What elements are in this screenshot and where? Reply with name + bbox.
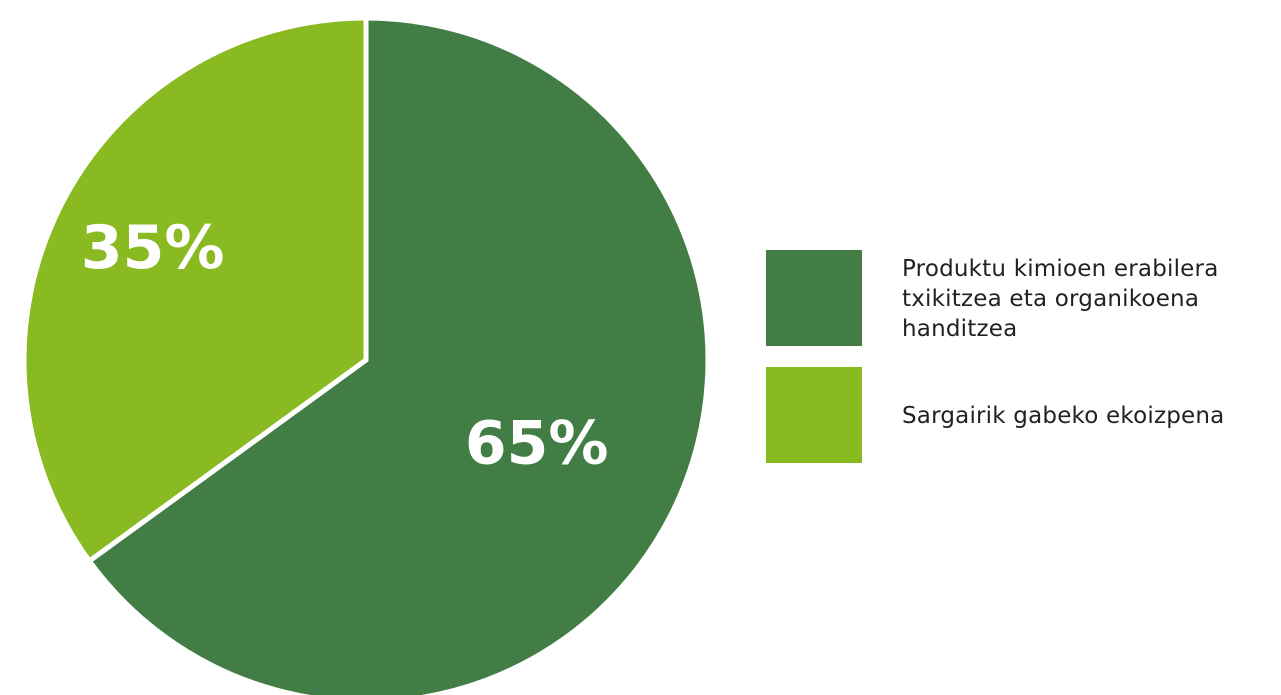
legend-label-no-fertilizer: Sargairik gabeko ekoizpena [902, 402, 1225, 429]
legend-item-no-fertilizer: Sargairik gabeko ekoizpena [766, 367, 1276, 464]
legend-swatch-no-fertilizer [766, 367, 862, 463]
pie-label-chemicals: 65% [465, 409, 609, 479]
legend-item-chemicals: Produktu kimioen erabilera txikitzea eta… [766, 250, 1276, 347]
pie-slice-chemicals [85, 15, 711, 695]
legend-swatch-chemicals [766, 250, 862, 346]
pie-label-no-fertilizer: 35% [81, 213, 225, 283]
pie-slices [21, 15, 711, 695]
pie-slice-no-fertilizer [21, 15, 369, 565]
legend: Produktu kimioen erabilera txikitzea eta… [766, 250, 1276, 484]
legend-label-chemicals: Produktu kimioen erabilera txikitzea eta… [902, 255, 1219, 342]
pie-slice-labels: 65% 35% [81, 213, 609, 479]
